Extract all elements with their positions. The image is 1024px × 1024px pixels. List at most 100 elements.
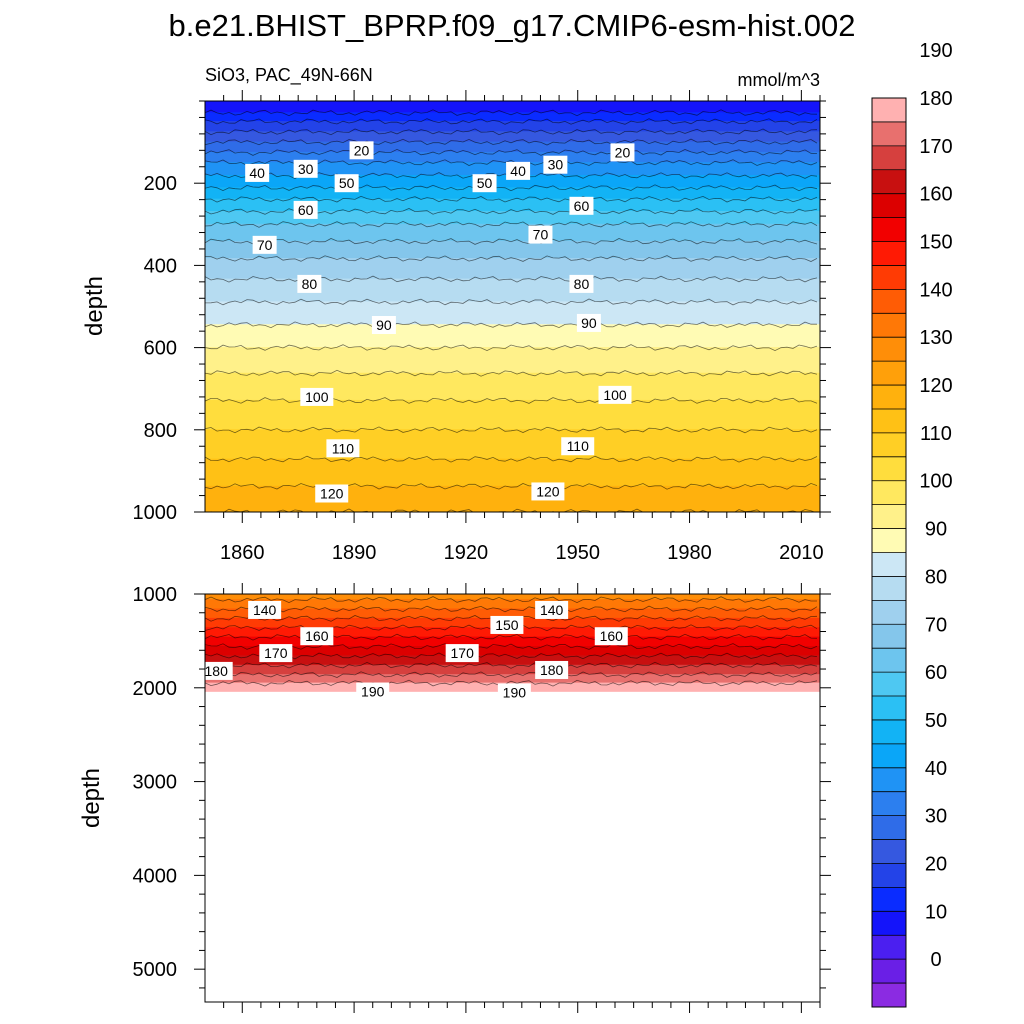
upper-y-axis-label: depth [81, 276, 108, 336]
contour-label: 70 [533, 227, 549, 243]
contour-label-box [506, 161, 531, 180]
contour-band [205, 594, 820, 600]
contour-band [205, 664, 820, 675]
colorbar-segment [872, 767, 906, 793]
units-label: mmol/m^3 [738, 70, 820, 90]
contour-label: 70 [257, 237, 273, 253]
colorbar-label: 60 [925, 662, 947, 684]
variable-region-label: SiO3, PAC_49N-66N [205, 65, 373, 86]
contour-label-box [445, 644, 479, 663]
contour-band [205, 223, 820, 242]
contour-label: 90 [581, 315, 597, 331]
contour-label: 190 [503, 684, 527, 700]
colorbar-segment [872, 98, 906, 123]
contour-label-box [199, 661, 233, 680]
contour-label: 90 [376, 317, 392, 333]
contour-band [205, 141, 820, 153]
lower-panel: 140 140 150 160 160 170 170 180 180 190 190 1000 200… [133, 583, 831, 1013]
contour-label: 80 [302, 276, 318, 292]
upper-frame [204, 100, 821, 513]
contour-label: 160 [600, 628, 624, 644]
colorbar-segment [872, 528, 906, 553]
contour-label: 150 [495, 617, 519, 633]
contour-line [205, 184, 818, 192]
contour-line [205, 679, 818, 687]
contour-label-box [543, 155, 568, 174]
colorbar-segment [872, 743, 906, 769]
colorbar-segment [872, 983, 906, 1008]
x-tick-label: 1890 [332, 542, 377, 564]
contour-band [205, 278, 820, 302]
contour-line [205, 605, 818, 613]
contour-line [205, 652, 818, 660]
colorbar-label: 20 [925, 853, 947, 875]
contour-label-box [293, 159, 318, 178]
contour-label: 100 [603, 387, 627, 403]
colorbar-label: 50 [925, 710, 947, 732]
contour-band [205, 429, 820, 460]
contour-line [205, 138, 818, 146]
y-tick-label: 200 [144, 173, 177, 195]
colorbar-label: 180 [919, 88, 952, 110]
contour-label: 180 [540, 662, 564, 678]
contour-label-box [371, 315, 396, 334]
contour-band [205, 347, 820, 374]
contour-line [205, 148, 818, 156]
colorbar-label: 40 [925, 758, 947, 780]
contour-label-box [576, 313, 601, 332]
contour-line [205, 643, 818, 650]
colorbar-segment [872, 839, 906, 864]
contour-line [205, 426, 818, 434]
contour-label: 100 [305, 389, 329, 405]
contour-label-box [326, 439, 360, 458]
colorbar-label: 120 [919, 375, 952, 397]
colorbar-label: 150 [919, 232, 952, 254]
colorbar-segment [872, 696, 906, 721]
contour-band [205, 458, 820, 487]
contour-label: 110 [332, 440, 355, 456]
colorbar: 0 10 20 30 40 50 60 70 80 90 100 110 120 130 140 150 160… [871, 40, 953, 1008]
contour-band [205, 599, 820, 610]
colorbar-label: 130 [919, 327, 952, 349]
contour-line [205, 298, 818, 306]
colorbar-label: 100 [919, 471, 952, 493]
contour-line [205, 596, 817, 604]
x-tick-label: 1860 [220, 542, 265, 564]
contour-label: 120 [536, 483, 560, 499]
colorbar-segment [872, 265, 906, 290]
contour-band [205, 240, 820, 259]
colorbar-segment [872, 480, 906, 505]
y-tick-label: 4000 [133, 865, 178, 887]
colorbar-segment [872, 719, 906, 745]
contour-label: 120 [320, 486, 344, 502]
contour-line [205, 321, 817, 329]
colorbar-label: 80 [925, 566, 947, 588]
contour-label-box [490, 615, 524, 634]
contour-label: 140 [540, 602, 564, 618]
lower-field [205, 594, 820, 692]
colorbar-segment [872, 408, 906, 434]
contour-label-box [528, 225, 553, 244]
contour-line [205, 238, 818, 245]
contour-label: 40 [249, 165, 265, 181]
contour-band [205, 674, 820, 684]
contour-label-box [252, 235, 277, 254]
contour-label: 50 [477, 175, 493, 191]
x-tick-label: 1980 [667, 542, 712, 564]
colorbar-frame [871, 97, 907, 1008]
contour-label-box [259, 644, 293, 663]
contour-band [205, 324, 820, 348]
contour-label: 40 [510, 163, 526, 179]
contour-label-box [248, 600, 282, 619]
contour-label-box [531, 482, 565, 501]
colorbar-segment [872, 385, 906, 410]
colorbar-segment [872, 169, 906, 194]
contour-band [205, 198, 820, 212]
contour-label: 140 [253, 602, 277, 618]
colorbar-label: 70 [925, 614, 947, 636]
contour-label-box [472, 174, 497, 193]
lower-frame [204, 593, 821, 1003]
contour-line [205, 220, 818, 228]
contour-label-box [497, 683, 531, 702]
